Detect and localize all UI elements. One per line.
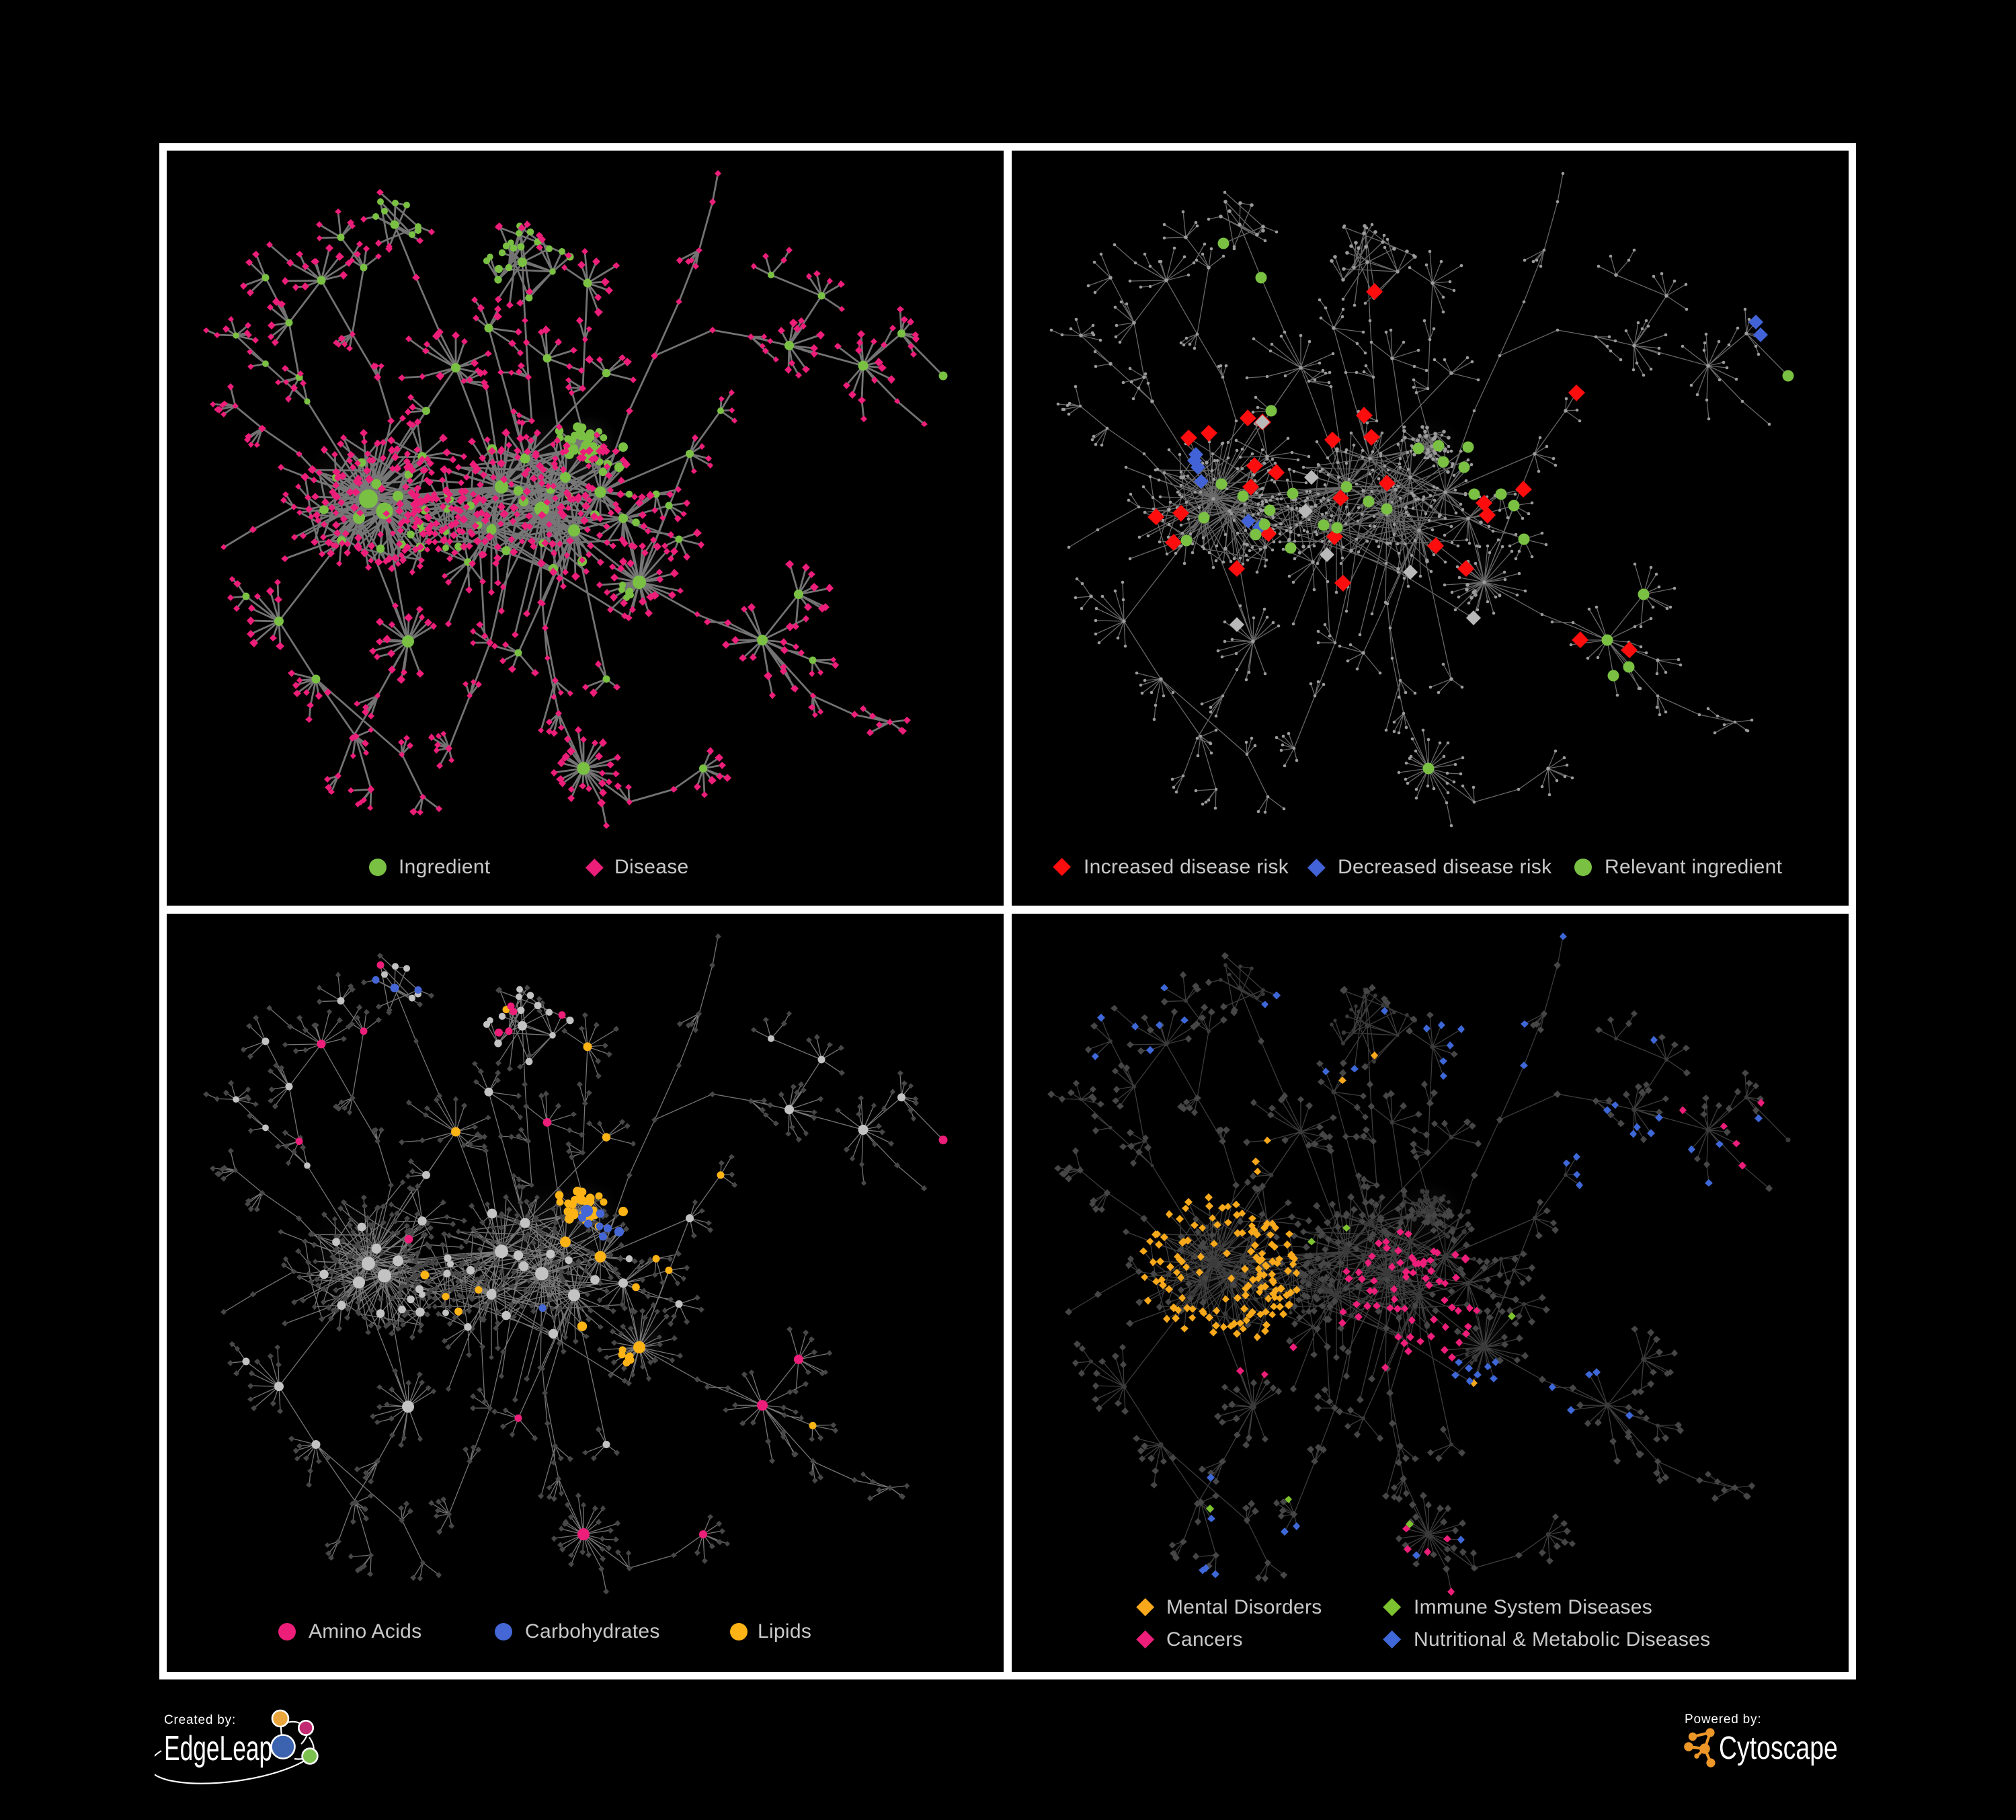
svg-text:Powered by:: Powered by: [1685, 1712, 1761, 1727]
svg-text:Cytoscape: Cytoscape [1719, 1731, 1838, 1767]
svg-text:EdgeLeap: EdgeLeap [164, 1729, 272, 1768]
svg-text:Created by:: Created by: [164, 1713, 236, 1727]
